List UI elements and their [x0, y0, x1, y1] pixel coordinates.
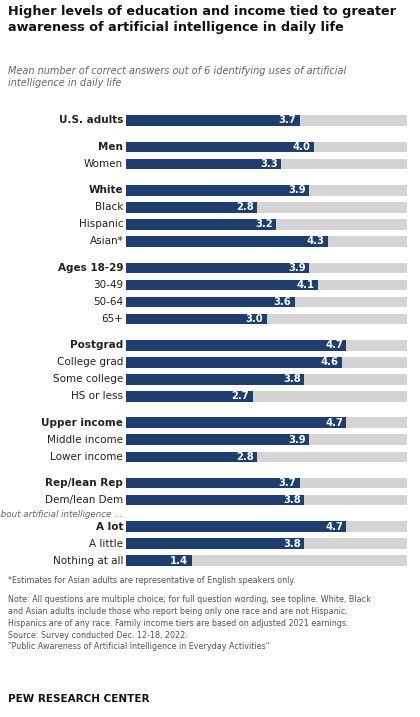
Text: HS or less: HS or less: [71, 391, 123, 402]
Text: 3.8: 3.8: [283, 374, 301, 384]
Bar: [126, 236, 328, 247]
Bar: [126, 452, 257, 462]
Bar: [126, 417, 407, 428]
Bar: [126, 142, 407, 152]
Text: A lot: A lot: [96, 521, 123, 531]
Bar: [126, 219, 276, 229]
Text: 3.7: 3.7: [278, 478, 296, 488]
Bar: [126, 115, 407, 125]
Text: Black: Black: [95, 202, 123, 212]
Text: Postgrad: Postgrad: [70, 341, 123, 351]
Text: 30-49: 30-49: [93, 280, 123, 290]
Bar: [126, 495, 407, 505]
Bar: [126, 202, 257, 213]
Text: 4.7: 4.7: [325, 418, 343, 428]
Bar: [126, 357, 407, 368]
Text: Middle income: Middle income: [47, 435, 123, 445]
Text: A little: A little: [89, 538, 123, 549]
Bar: [126, 202, 407, 213]
Bar: [126, 521, 346, 532]
Text: 3.8: 3.8: [283, 538, 301, 549]
Text: 3.9: 3.9: [288, 263, 306, 272]
Text: 2.7: 2.7: [232, 391, 249, 402]
Text: Women: Women: [84, 159, 123, 169]
Text: 50-64: 50-64: [93, 297, 123, 307]
Bar: [126, 521, 407, 532]
Bar: [126, 340, 407, 351]
Bar: [126, 280, 407, 290]
Bar: [126, 435, 407, 445]
Text: Among those who have heard ___ about artificial intelligence ...: Among those who have heard ___ about art…: [0, 510, 123, 519]
Text: White: White: [89, 185, 123, 195]
Bar: [126, 478, 407, 488]
Text: 3.2: 3.2: [255, 219, 273, 229]
Text: U.S. adults: U.S. adults: [59, 115, 123, 125]
Text: Rep/lean Rep: Rep/lean Rep: [45, 478, 123, 488]
Bar: [126, 236, 407, 247]
Bar: [126, 262, 407, 273]
Bar: [126, 219, 407, 229]
Bar: [126, 556, 407, 566]
Text: 3.3: 3.3: [260, 159, 278, 169]
Text: 4.7: 4.7: [325, 341, 343, 351]
Text: PEW RESEARCH CENTER: PEW RESEARCH CENTER: [8, 694, 150, 704]
Text: Ages 18-29: Ages 18-29: [58, 263, 123, 272]
Text: 4.3: 4.3: [307, 237, 324, 247]
Text: 65+: 65+: [101, 314, 123, 324]
Bar: [126, 391, 407, 402]
Text: Higher levels of education and income tied to greater
awareness of artificial in: Higher levels of education and income ti…: [8, 5, 396, 34]
Bar: [126, 158, 407, 169]
Bar: [126, 435, 309, 445]
Bar: [126, 538, 407, 549]
Text: 3.0: 3.0: [246, 314, 263, 324]
Text: Some college: Some college: [53, 374, 123, 384]
Text: Men: Men: [98, 142, 123, 152]
Text: 3.7: 3.7: [278, 115, 296, 125]
Bar: [126, 280, 318, 290]
Bar: [126, 115, 299, 125]
Bar: [126, 185, 407, 196]
Bar: [126, 142, 314, 152]
Bar: [126, 313, 407, 324]
Bar: [126, 556, 192, 566]
Bar: [126, 262, 309, 273]
Text: Asian*: Asian*: [89, 237, 123, 247]
Text: *Estimates for Asian adults are representative of English speakers only.: *Estimates for Asian adults are represen…: [8, 576, 296, 585]
Bar: [126, 478, 299, 488]
Text: 4.0: 4.0: [292, 142, 310, 152]
Bar: [126, 357, 342, 368]
Text: 3.6: 3.6: [274, 297, 291, 307]
Bar: [126, 495, 304, 505]
Text: Nothing at all: Nothing at all: [52, 556, 123, 566]
Bar: [126, 417, 346, 428]
Text: 3.9: 3.9: [288, 435, 306, 445]
Text: Mean number of correct answers out of 6 identifying uses of artificial
intellige: Mean number of correct answers out of 6 …: [8, 66, 346, 88]
Text: Dem/lean Dem: Dem/lean Dem: [45, 495, 123, 505]
Bar: [126, 391, 253, 402]
Text: 4.1: 4.1: [297, 280, 315, 290]
Bar: [126, 185, 309, 196]
Bar: [126, 297, 295, 307]
Bar: [126, 340, 346, 351]
Bar: [126, 374, 407, 384]
Text: Upper income: Upper income: [41, 418, 123, 428]
Text: 2.8: 2.8: [236, 202, 254, 212]
Bar: [126, 374, 304, 384]
Text: Lower income: Lower income: [50, 452, 123, 462]
Text: 1.4: 1.4: [170, 556, 189, 566]
Bar: [126, 452, 407, 462]
Text: College grad: College grad: [57, 357, 123, 367]
Text: Note: All questions are multiple choice; for full question wording, see topline.: Note: All questions are multiple choice;…: [8, 595, 371, 651]
Text: Hispanic: Hispanic: [79, 219, 123, 229]
Bar: [126, 313, 267, 324]
Bar: [126, 297, 407, 307]
Text: 3.8: 3.8: [283, 495, 301, 505]
Text: 4.6: 4.6: [320, 357, 339, 367]
Text: 2.8: 2.8: [236, 452, 254, 462]
Bar: [126, 158, 281, 169]
Text: 3.9: 3.9: [288, 185, 306, 195]
Bar: [126, 538, 304, 549]
Text: 4.7: 4.7: [325, 521, 343, 531]
